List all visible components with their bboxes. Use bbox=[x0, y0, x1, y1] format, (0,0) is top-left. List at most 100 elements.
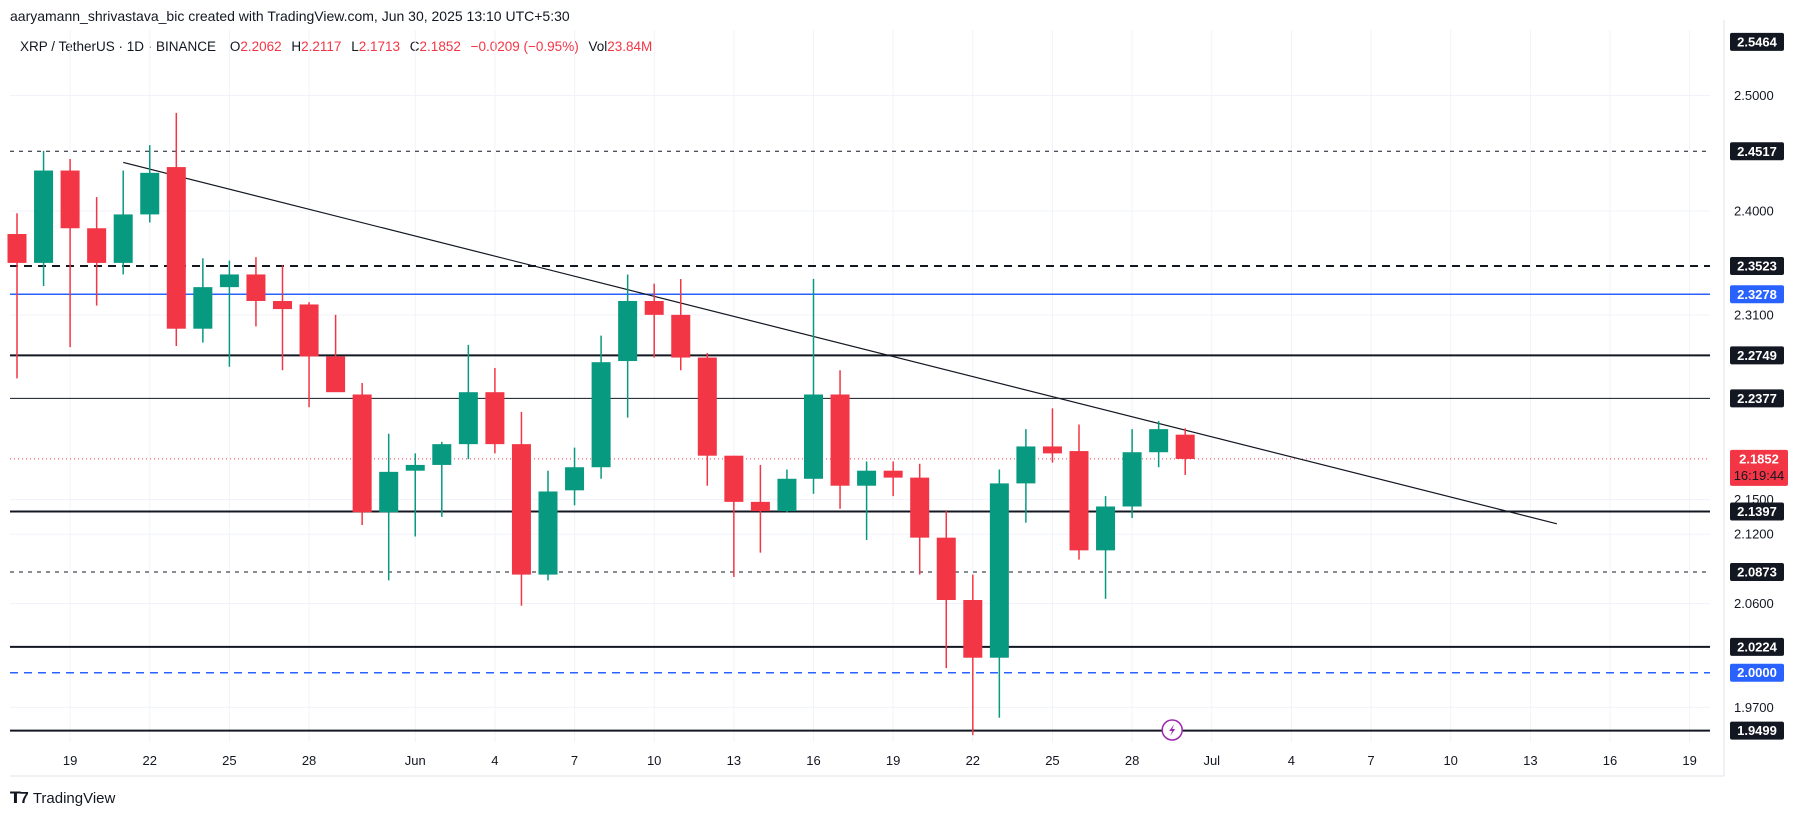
lightning-icon bbox=[1169, 724, 1176, 736]
level-price-badge bbox=[1730, 257, 1784, 276]
candle-body-down bbox=[724, 455, 744, 502]
x-tick-label: 4 bbox=[1288, 753, 1295, 768]
y-tick-label: 1.9700 bbox=[1734, 700, 1774, 715]
candle-body-down bbox=[1175, 434, 1195, 459]
open-label: O bbox=[229, 39, 241, 54]
candle-body-up bbox=[1122, 452, 1142, 507]
x-tick-label: 16 bbox=[1603, 753, 1617, 768]
level-price-label: 2.0000 bbox=[1737, 665, 1777, 680]
candle-body-down bbox=[671, 314, 691, 358]
open-value: 2.2062 bbox=[240, 39, 282, 54]
level-price-label: 2.2377 bbox=[1737, 391, 1777, 406]
level-price-badge bbox=[1730, 562, 1784, 581]
x-tick-label: 7 bbox=[1367, 753, 1374, 768]
candle-body-up bbox=[140, 172, 160, 215]
candle-body-down bbox=[166, 167, 186, 329]
candle-body-down bbox=[936, 537, 956, 600]
x-tick-label: 19 bbox=[63, 753, 77, 768]
level-price-badge bbox=[1730, 142, 1784, 161]
x-tick-label: 22 bbox=[966, 753, 980, 768]
high-label: H bbox=[291, 39, 302, 54]
level-price-badge bbox=[1730, 721, 1784, 740]
brand-name: TradingView bbox=[32, 789, 116, 807]
candle-body-down bbox=[87, 228, 107, 263]
level-price-badge bbox=[1730, 346, 1784, 365]
candle-body-up bbox=[565, 467, 585, 491]
current-price-label: 2.1852 bbox=[1739, 451, 1779, 466]
candle-body-up bbox=[989, 483, 1009, 658]
level-price-label: 2.2749 bbox=[1737, 348, 1777, 363]
candle-body-down bbox=[1069, 451, 1089, 551]
low-label: L bbox=[351, 39, 359, 54]
level-price-label: 2.3278 bbox=[1737, 287, 1777, 302]
level-price-label: 2.5464 bbox=[1737, 34, 1778, 49]
candle-body-up bbox=[379, 471, 399, 513]
symbol-legend: XRP / TetherUS · 1D · BINANCE O2.2062 H2… bbox=[20, 39, 652, 54]
attribution-text: aaryamann_shrivastava_bic created with T… bbox=[10, 8, 570, 24]
candle-body-up bbox=[1016, 446, 1036, 484]
candle-body-down bbox=[910, 477, 930, 538]
high-value: 2.2117 bbox=[301, 39, 342, 54]
candle-body-down bbox=[644, 300, 664, 315]
candle-body-up bbox=[1149, 429, 1169, 453]
candle-body-up bbox=[34, 170, 54, 263]
x-tick-label: 28 bbox=[302, 753, 316, 768]
candle-body-up bbox=[591, 362, 611, 468]
candle-body-down bbox=[326, 356, 346, 393]
candle-body-down bbox=[883, 470, 903, 478]
candle-body-up bbox=[857, 470, 877, 486]
candle-body-up bbox=[405, 464, 425, 471]
current-price-badge bbox=[1730, 449, 1788, 486]
x-tick-label: 19 bbox=[1682, 753, 1696, 768]
x-tick-label: Jun bbox=[405, 753, 426, 768]
x-tick-label: 4 bbox=[491, 753, 498, 768]
level-price-badge bbox=[1730, 502, 1784, 521]
symbol-name[interactable]: XRP / TetherUS · 1D · BINANCE bbox=[20, 39, 217, 54]
y-tick-label: 2.5000 bbox=[1734, 88, 1774, 103]
candle-body-down bbox=[299, 304, 319, 357]
level-price-label: 2.3523 bbox=[1737, 259, 1777, 274]
candle-body-up bbox=[777, 478, 797, 512]
x-tick-label: Jul bbox=[1203, 753, 1220, 768]
volume-value: 23.84M bbox=[607, 39, 653, 54]
candle-body-down bbox=[511, 444, 531, 575]
candle-body-up bbox=[804, 394, 823, 479]
candle-body-up bbox=[432, 444, 452, 465]
candle-body-down bbox=[750, 501, 770, 512]
volume-label: Vol bbox=[588, 39, 608, 54]
candle-body-down bbox=[1042, 446, 1062, 454]
x-tick-label: 16 bbox=[806, 753, 820, 768]
level-price-badge bbox=[1730, 32, 1784, 51]
trendline bbox=[123, 161, 1558, 525]
level-price-label: 2.1397 bbox=[1737, 504, 1777, 519]
x-tick-label: 28 bbox=[1125, 753, 1139, 768]
countdown-label: 16:19:44 bbox=[1734, 468, 1785, 483]
close-label: C bbox=[409, 39, 420, 54]
tradingview-logo-icon: 𝗧7 bbox=[10, 790, 29, 807]
y-tick-label: 2.4000 bbox=[1734, 203, 1774, 218]
candle-body-up bbox=[458, 392, 478, 445]
x-tick-label: 13 bbox=[727, 753, 741, 768]
level-price-badge bbox=[1730, 285, 1784, 304]
tradingview-brand[interactable]: 𝗧7 TradingView bbox=[10, 788, 115, 808]
low-value: 2.1713 bbox=[358, 39, 401, 54]
level-price-label: 1.9499 bbox=[1737, 723, 1777, 738]
x-tick-label: 10 bbox=[1443, 753, 1457, 768]
candle-body-down bbox=[697, 357, 717, 456]
x-tick-label: 13 bbox=[1523, 753, 1537, 768]
level-price-badge bbox=[1730, 389, 1784, 408]
candle-body-down bbox=[246, 274, 266, 301]
level-price-badge bbox=[1730, 663, 1784, 682]
x-tick-label: 19 bbox=[886, 753, 900, 768]
candle-body-down bbox=[352, 394, 372, 513]
candle-body-down bbox=[7, 234, 27, 263]
change-value: −0.0209 (−0.95%) bbox=[470, 39, 579, 54]
candle-body-up bbox=[618, 300, 638, 362]
candle-body-down bbox=[485, 392, 505, 445]
candle-body-up bbox=[113, 214, 133, 263]
x-tick-label: 7 bbox=[571, 753, 578, 768]
close-value: 2.1852 bbox=[419, 39, 461, 54]
level-price-label: 2.4517 bbox=[1737, 144, 1777, 159]
y-tick-label: 2.1200 bbox=[1734, 527, 1774, 542]
